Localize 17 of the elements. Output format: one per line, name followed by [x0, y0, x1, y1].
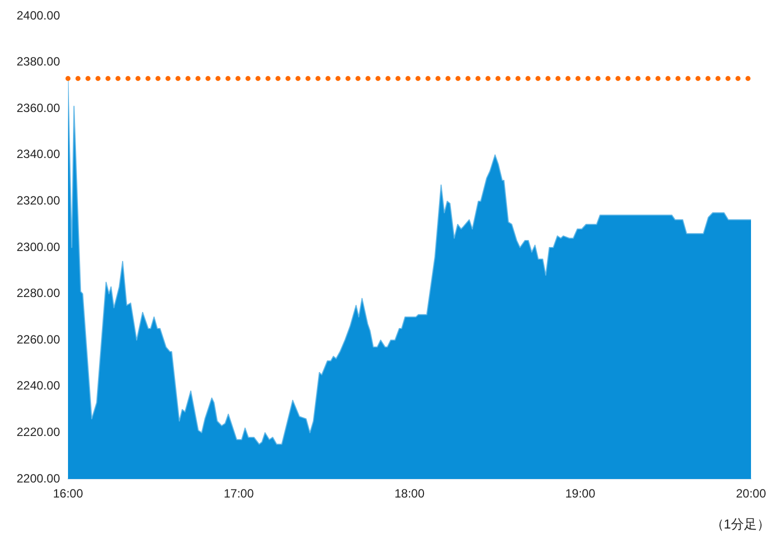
y-tick-label: 2220.00 [16, 425, 60, 440]
y-tick-label: 2260.00 [16, 332, 60, 346]
y-tick-label: 2280.00 [16, 286, 60, 300]
y-tick-label: 2380.00 [16, 54, 60, 69]
y-tick-label: 2200.00 [16, 471, 60, 486]
x-tick-label: 20:00 [736, 486, 766, 501]
x-tick-label: 18:00 [394, 486, 425, 501]
y-tick-label: 2360.00 [16, 100, 60, 115]
y-tick-label: 2320.00 [16, 194, 60, 208]
text: （1分足） [710, 516, 770, 532]
y-tick-label: 2400.00 [16, 8, 60, 22]
x-tick-label: 16:00 [52, 486, 84, 501]
x-tick-label: 17:00 [224, 486, 254, 501]
y-tick-label: 2340.00 [16, 147, 60, 162]
y-tick-label: 2240.00 [16, 378, 60, 393]
y-tick-label: 2300.00 [16, 240, 60, 254]
x-tick-label: 19:00 [565, 486, 596, 501]
